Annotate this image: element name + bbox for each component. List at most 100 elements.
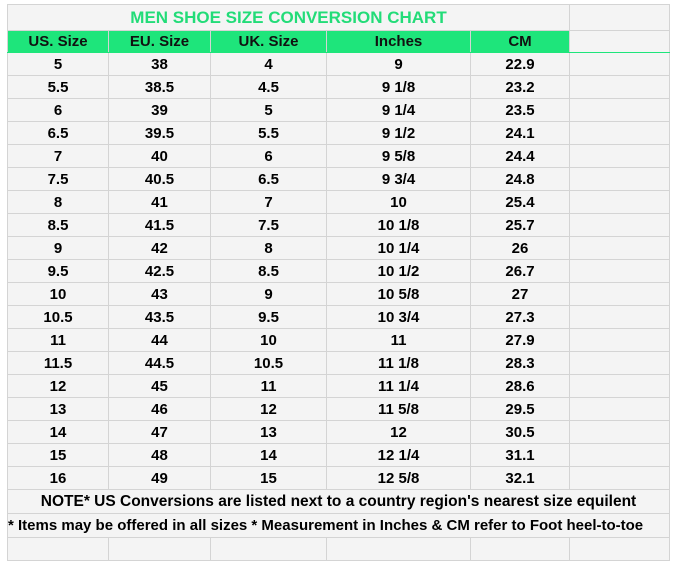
empty-cell[interactable] <box>569 259 670 283</box>
table-cell[interactable]: 11 5/8 <box>326 397 471 421</box>
table-cell[interactable]: 8.5 <box>7 213 109 237</box>
table-cell[interactable]: 11 <box>326 328 471 352</box>
table-cell[interactable]: 44 <box>108 328 211 352</box>
table-cell[interactable]: 46 <box>108 397 211 421</box>
column-header[interactable]: Inches <box>326 30 471 53</box>
empty-cell[interactable] <box>569 351 670 375</box>
table-cell[interactable]: 10 <box>7 282 109 306</box>
table-cell[interactable]: 9 1/8 <box>326 75 471 99</box>
empty-cell[interactable] <box>569 443 670 467</box>
table-cell[interactable]: 9 3/4 <box>326 167 471 191</box>
table-cell[interactable]: 23.5 <box>470 98 570 122</box>
table-cell[interactable]: 28.3 <box>470 351 570 375</box>
table-cell[interactable]: 13 <box>210 420 327 444</box>
table-cell[interactable]: 13 <box>7 397 109 421</box>
table-cell[interactable]: 5.5 <box>7 75 109 99</box>
table-cell[interactable]: 9 <box>326 52 471 76</box>
table-cell[interactable]: 45 <box>108 374 211 398</box>
table-cell[interactable]: 11 1/4 <box>326 374 471 398</box>
table-cell[interactable]: 10 1/4 <box>326 236 471 260</box>
empty-cell[interactable] <box>569 98 670 122</box>
table-cell[interactable]: 12 <box>326 420 471 444</box>
table-cell[interactable]: 25.7 <box>470 213 570 237</box>
empty-cell[interactable] <box>210 537 327 561</box>
table-cell[interactable]: 16 <box>7 466 109 490</box>
table-cell[interactable]: 7.5 <box>210 213 327 237</box>
empty-cell[interactable] <box>569 420 670 444</box>
column-header[interactable]: US. Size <box>7 30 109 53</box>
table-cell[interactable]: 41 <box>108 190 211 214</box>
table-cell[interactable]: 10.5 <box>210 351 327 375</box>
table-cell[interactable]: 11 <box>7 328 109 352</box>
empty-cell[interactable] <box>569 282 670 306</box>
table-cell[interactable]: 29.5 <box>470 397 570 421</box>
table-cell[interactable]: 8.5 <box>210 259 327 283</box>
table-cell[interactable]: 9 <box>7 236 109 260</box>
table-cell[interactable]: 7 <box>7 144 109 168</box>
table-cell[interactable]: 10 <box>210 328 327 352</box>
table-cell[interactable]: 30.5 <box>470 420 570 444</box>
table-cell[interactable]: 25.4 <box>470 190 570 214</box>
table-cell[interactable]: 42.5 <box>108 259 211 283</box>
table-cell[interactable]: 42 <box>108 236 211 260</box>
table-cell[interactable]: 9 <box>210 282 327 306</box>
table-cell[interactable]: 49 <box>108 466 211 490</box>
table-cell[interactable]: 4 <box>210 52 327 76</box>
table-cell[interactable]: 24.8 <box>470 167 570 191</box>
empty-cell[interactable] <box>569 213 670 237</box>
table-cell[interactable]: 23.2 <box>470 75 570 99</box>
table-cell[interactable]: 5 <box>7 52 109 76</box>
table-cell[interactable]: 4.5 <box>210 75 327 99</box>
table-cell[interactable]: 26 <box>470 236 570 260</box>
table-cell[interactable]: 43 <box>108 282 211 306</box>
table-cell[interactable]: 28.6 <box>470 374 570 398</box>
empty-cell[interactable] <box>569 328 670 352</box>
table-cell[interactable]: 27.9 <box>470 328 570 352</box>
empty-cell[interactable] <box>569 144 670 168</box>
table-cell[interactable]: 6 <box>210 144 327 168</box>
table-cell[interactable]: 14 <box>7 420 109 444</box>
table-cell[interactable]: 6 <box>7 98 109 122</box>
empty-cell[interactable] <box>7 537 109 561</box>
table-cell[interactable]: 27 <box>470 282 570 306</box>
table-cell[interactable]: 9 5/8 <box>326 144 471 168</box>
empty-cell[interactable] <box>470 537 570 561</box>
empty-cell[interactable] <box>569 466 670 490</box>
table-cell[interactable]: 10.5 <box>7 305 109 329</box>
table-cell[interactable]: 24.1 <box>470 121 570 145</box>
column-header[interactable]: EU. Size <box>108 30 211 53</box>
table-cell[interactable]: 9.5 <box>7 259 109 283</box>
table-cell[interactable]: 11 1/8 <box>326 351 471 375</box>
table-cell[interactable]: 39 <box>108 98 211 122</box>
table-cell[interactable]: 14 <box>210 443 327 467</box>
table-cell[interactable]: 27.3 <box>470 305 570 329</box>
empty-cell[interactable] <box>569 52 670 76</box>
table-cell[interactable]: 7 <box>210 190 327 214</box>
table-cell[interactable]: 9.5 <box>210 305 327 329</box>
table-cell[interactable]: 6.5 <box>210 167 327 191</box>
table-cell[interactable]: 26.7 <box>470 259 570 283</box>
table-cell[interactable]: 12 <box>7 374 109 398</box>
table-cell[interactable]: 11.5 <box>7 351 109 375</box>
empty-cell[interactable] <box>569 121 670 145</box>
table-cell[interactable]: 10 <box>326 190 471 214</box>
disclaimer-row[interactable]: * Items may be offered in all sizes * Me… <box>7 513 670 538</box>
table-cell[interactable]: 32.1 <box>470 466 570 490</box>
column-header[interactable]: CM <box>470 30 570 53</box>
empty-cell[interactable] <box>569 305 670 329</box>
table-cell[interactable]: 12 5/8 <box>326 466 471 490</box>
table-cell[interactable]: 22.9 <box>470 52 570 76</box>
table-cell[interactable]: 12 <box>210 397 327 421</box>
table-cell[interactable]: 24.4 <box>470 144 570 168</box>
table-cell[interactable]: 5.5 <box>210 121 327 145</box>
table-cell[interactable]: 15 <box>7 443 109 467</box>
empty-cell[interactable] <box>569 4 670 31</box>
empty-cell[interactable] <box>569 537 670 561</box>
table-cell[interactable]: 31.1 <box>470 443 570 467</box>
table-cell[interactable]: 41.5 <box>108 213 211 237</box>
table-cell[interactable]: 10 1/8 <box>326 213 471 237</box>
empty-cell[interactable] <box>326 537 471 561</box>
table-cell[interactable]: 44.5 <box>108 351 211 375</box>
table-cell[interactable]: 40 <box>108 144 211 168</box>
table-cell[interactable]: 8 <box>7 190 109 214</box>
